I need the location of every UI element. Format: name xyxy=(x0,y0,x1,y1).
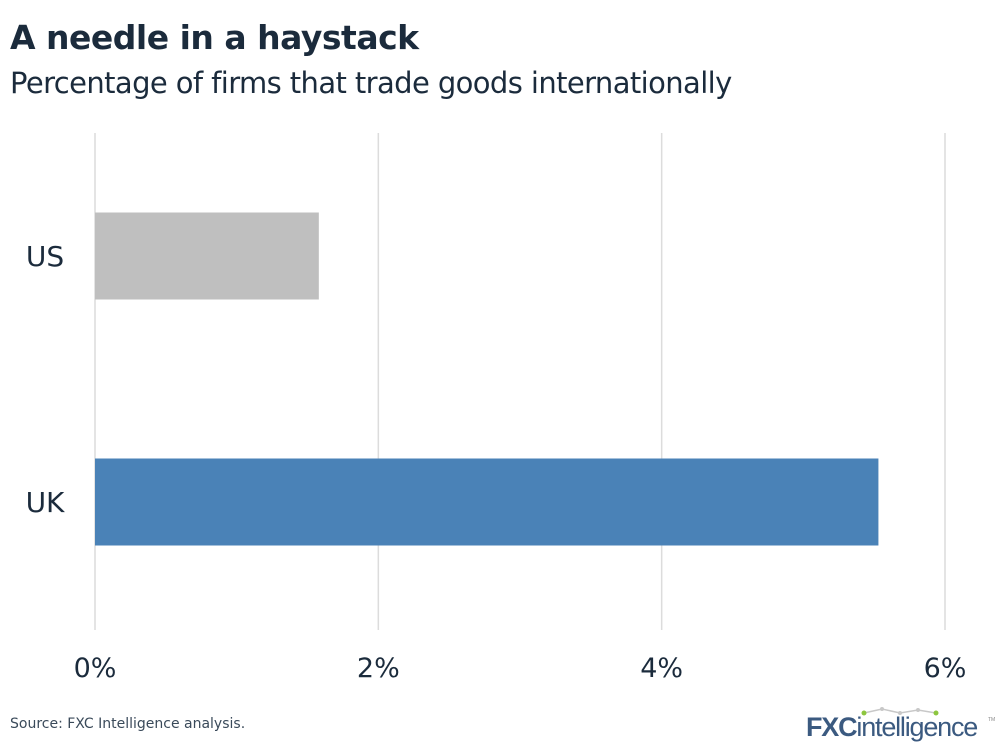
fxc-intelligence-logo: FXCintelligence TM xyxy=(806,707,995,742)
category-label: UK xyxy=(26,486,65,519)
chart-subtitle: Percentage of firms that trade goods int… xyxy=(10,66,732,100)
x-tick-label: 6% xyxy=(924,653,967,684)
svg-text:TM: TM xyxy=(988,717,995,723)
bar-uk xyxy=(95,458,879,546)
x-tick-label: 4% xyxy=(640,653,683,684)
x-tick-label: 2% xyxy=(357,653,400,684)
chart-title: A needle in a haystack xyxy=(10,18,419,57)
category-label: US xyxy=(26,240,64,273)
x-tick-label: 0% xyxy=(74,653,117,684)
source-note: Source: FXC Intelligence analysis. xyxy=(10,716,246,732)
bar-us xyxy=(95,212,319,300)
svg-text:FXCintelligence: FXCintelligence xyxy=(806,712,977,742)
